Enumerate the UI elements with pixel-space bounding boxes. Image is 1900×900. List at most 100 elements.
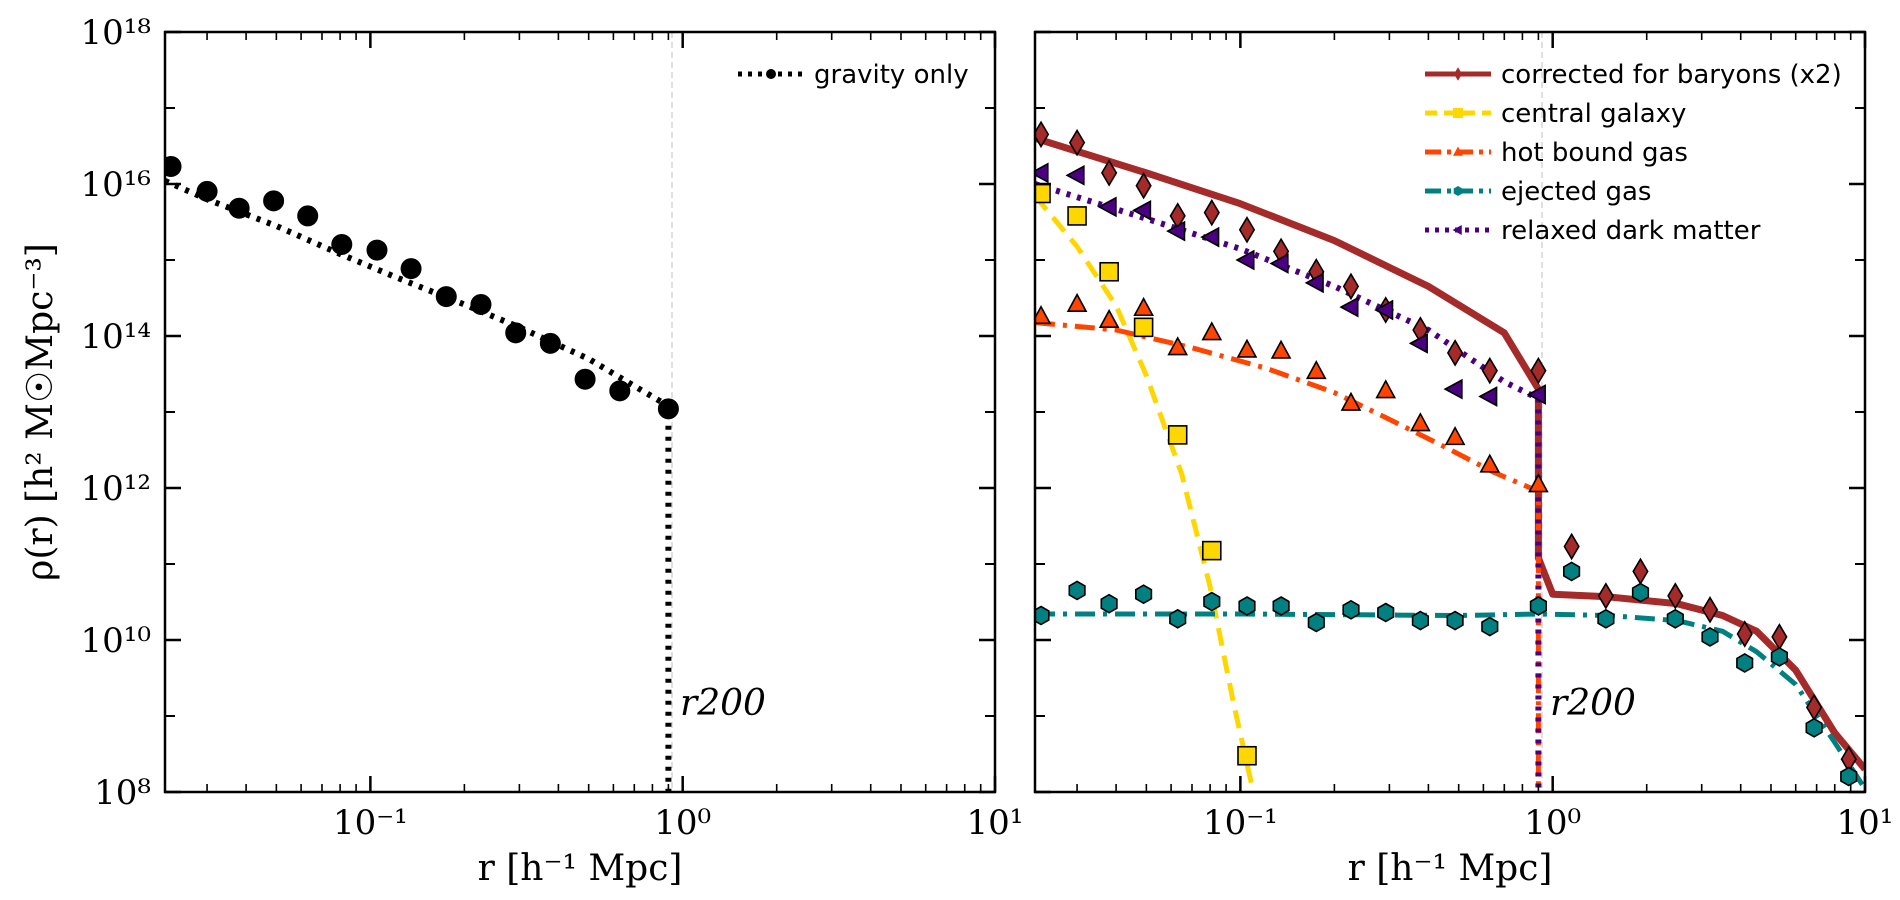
r200-label-left: r200 — [680, 683, 766, 724]
data-point-ejected-gas — [1563, 561, 1581, 582]
data-point-gravity-only — [297, 205, 319, 227]
data-point-relaxed-dark-matter — [1035, 162, 1049, 184]
data-point-ejected-gas — [1736, 652, 1754, 673]
data-point-gravity-only — [165, 155, 182, 177]
legend-marker-central-galaxy — [1453, 108, 1463, 118]
data-point-relaxed-dark-matter — [1526, 384, 1546, 405]
x-axis-label-right: r [h⁻¹ Mpc] — [1348, 848, 1553, 889]
data-point-hot-bound-gas — [1270, 339, 1292, 359]
data-point-corrected-for-baryons-x2 — [1632, 557, 1649, 586]
legend-label-corrected-for-baryons-x2: corrected for baryons (x2) — [1501, 60, 1842, 90]
data-point-ejected-gas — [1307, 612, 1325, 633]
r200-label-right: r200 — [1550, 683, 1636, 724]
x-tick-label: 10⁰ — [654, 803, 711, 843]
data-point-relaxed-dark-matter — [1443, 378, 1463, 400]
legend-marker-corrected-for-baryons-x2 — [1454, 67, 1462, 81]
data-point-ejected-gas — [1770, 646, 1788, 667]
legend-marker-relaxed-dark-matter — [1452, 225, 1462, 235]
data-point-corrected-for-baryons-x2 — [1342, 272, 1360, 301]
data-point-hot-bound-gas — [1098, 308, 1120, 329]
data-point-ejected-gas — [1701, 626, 1719, 647]
y-tick-label: 10¹⁴ — [80, 317, 151, 357]
data-point-gravity-only — [657, 398, 679, 420]
data-point-gravity-only — [505, 322, 527, 344]
data-point-ejected-gas — [1446, 610, 1464, 631]
left-plot-area — [165, 155, 679, 792]
data-point-gravity-only — [263, 190, 285, 212]
data-point-hot-bound-gas — [1340, 391, 1362, 411]
data-point-ejected-gas — [1238, 596, 1256, 616]
x-tick-label: 10⁰ — [1524, 803, 1581, 843]
right-legend: corrected for baryons (x2) central galaxy… — [1425, 60, 1842, 246]
data-point-ejected-gas — [1597, 608, 1615, 629]
data-point-hot-bound-gas — [1305, 360, 1327, 380]
data-point-corrected-for-baryons-x2 — [1481, 356, 1498, 385]
data-point-hot-bound-gas — [1201, 321, 1223, 341]
y-tick-label: 10⁸ — [94, 773, 151, 813]
data-point-gravity-only — [470, 293, 492, 315]
data-point-hot-bound-gas — [1236, 338, 1258, 358]
legend-marker-gravity-only — [766, 69, 776, 79]
data-point-corrected-for-baryons-x2 — [1597, 582, 1614, 610]
data-point-hot-bound-gas — [1066, 292, 1088, 313]
data-point-hot-bound-gas — [1167, 336, 1189, 356]
data-point-ejected-gas — [1203, 591, 1221, 612]
y-axis-label: ρ(r) [h² M☉Mpc⁻³] — [20, 243, 61, 581]
data-point-gravity-only — [609, 380, 631, 402]
data-point-hot-bound-gas — [1035, 305, 1052, 325]
right-plot-area — [1035, 120, 1865, 792]
data-point-central-galaxy — [1167, 425, 1188, 445]
data-point-corrected-for-baryons-x2 — [1203, 198, 1220, 227]
left-legend: gravity only — [738, 60, 969, 90]
data-point-relaxed-dark-matter — [1339, 296, 1359, 318]
legend-label-hot-bound-gas: hot bound gas — [1501, 138, 1688, 168]
x-tick-label: 10¹ — [1837, 803, 1894, 843]
data-point-central-galaxy — [1201, 540, 1222, 561]
data-point-ejected-gas — [1035, 605, 1050, 626]
data-point-ejected-gas — [1272, 596, 1290, 616]
legend-label-central-galaxy: central galaxy — [1501, 99, 1686, 129]
data-point-hot-bound-gas — [1410, 412, 1431, 432]
data-point-ejected-gas — [1068, 580, 1086, 601]
data-point-ejected-gas — [1805, 717, 1823, 738]
data-point-relaxed-dark-matter — [1304, 272, 1324, 294]
right-panel: 10⁻¹ 10⁰ 10¹ r200 r [h⁻¹ Mpc] corrected fo… — [1033, 30, 1894, 889]
data-point-corrected-for-baryons-x2 — [1446, 339, 1464, 367]
left-axes-frame — [163, 30, 997, 794]
series-line-hot-bound-gas — [1035, 320, 1541, 792]
data-point-ejected-gas — [1169, 608, 1187, 629]
data-point-ejected-gas — [1631, 582, 1650, 603]
x-axis-label-left: r [h⁻¹ Mpc] — [478, 848, 683, 889]
y-tick-label: 10¹⁰ — [80, 621, 151, 661]
data-point-ejected-gas — [1840, 766, 1858, 787]
data-point-central-galaxy — [1067, 206, 1087, 226]
data-point-hot-bound-gas — [1528, 473, 1549, 493]
left-ticks: 10⁸ 10¹⁰ 10¹² 10¹⁴ 10¹⁶ 10¹⁸ 10⁻¹ 10⁰ 10¹ — [80, 13, 1023, 843]
data-point-gravity-only — [228, 197, 250, 219]
x-tick-label: 10⁻¹ — [333, 803, 408, 843]
data-point-corrected-for-baryons-x2 — [1563, 532, 1580, 561]
data-point-gravity-only — [196, 180, 218, 202]
data-point-relaxed-dark-matter — [1478, 386, 1498, 407]
right-ticks: 10⁻¹ 10⁰ 10¹ — [1035, 30, 1894, 843]
data-point-ejected-gas — [1529, 596, 1547, 616]
data-point-central-galaxy — [1237, 745, 1257, 766]
right-axes-frame — [1033, 30, 1867, 794]
data-point-corrected-for-baryons-x2 — [1701, 596, 1719, 624]
data-point-gravity-only — [539, 332, 561, 354]
data-point-corrected-for-baryons-x2 — [1101, 159, 1118, 187]
data-point-corrected-for-baryons-x2 — [1068, 128, 1086, 157]
legend-label-ejected-gas: ejected gas — [1501, 177, 1651, 207]
data-point-relaxed-dark-matter — [1097, 196, 1117, 218]
data-point-relaxed-dark-matter — [1065, 164, 1085, 186]
data-point-relaxed-dark-matter — [1200, 226, 1220, 248]
data-point-relaxed-dark-matter — [1166, 220, 1186, 242]
data-point-ejected-gas — [1135, 584, 1153, 605]
data-point-ejected-gas — [1481, 616, 1499, 637]
data-point-gravity-only — [574, 368, 596, 390]
data-point-relaxed-dark-matter — [1408, 333, 1428, 354]
y-tick-label: 10¹² — [80, 469, 151, 509]
data-point-ejected-gas — [1377, 602, 1395, 623]
data-point-corrected-for-baryons-x2 — [1238, 216, 1256, 244]
